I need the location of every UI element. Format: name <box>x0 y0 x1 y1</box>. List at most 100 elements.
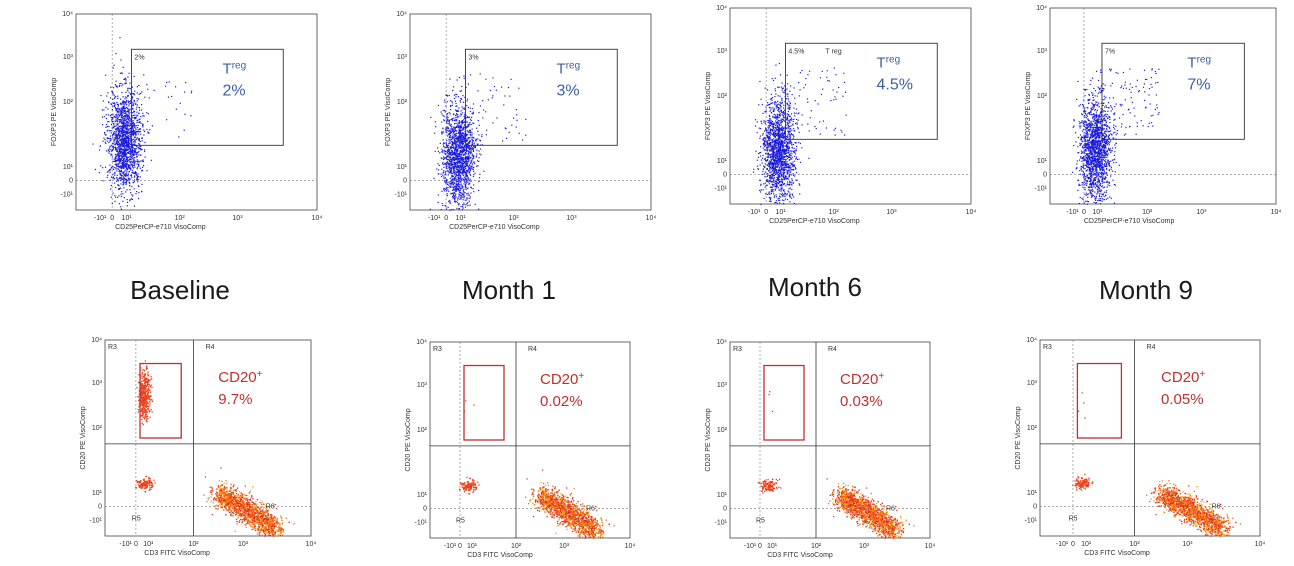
y-tick-label: 10¹ <box>397 164 408 171</box>
timepoint-label-baseline: Baseline <box>130 275 230 305</box>
y-tick-label: 10⁴ <box>416 339 427 346</box>
y-tick-label: -10¹ <box>715 519 728 526</box>
x-tick-label: 0 <box>758 543 762 550</box>
cd20-annotation-name: CD20+ <box>540 371 584 388</box>
region-label: R3 <box>433 346 442 353</box>
gate-name-label: T reg <box>825 48 841 55</box>
x-tick-label: 10¹ <box>456 215 467 222</box>
x-axis-label: CD25PerCP-e710 VisoComp <box>1084 218 1175 225</box>
gate-percent-label: 7% <box>1105 48 1115 55</box>
y-axis-label: FOXP3 PE VisoComp <box>705 72 712 140</box>
y-tick-label: 0 <box>1043 172 1047 179</box>
region-label: R3 <box>108 344 117 351</box>
x-tick-label: 10³ <box>859 543 870 550</box>
x-axis-label: CD3 FITC VisoComp <box>144 550 210 557</box>
x-tick-label: 10² <box>1142 209 1153 216</box>
y-tick-label: -10¹ <box>415 519 428 526</box>
timepoint-label-month-1: Month 1 <box>462 275 556 305</box>
y-tick-label: 10³ <box>1027 380 1038 387</box>
x-tick-label: -10¹ <box>428 215 441 222</box>
x-axis-label: CD3 FITC VisoComp <box>1084 550 1150 557</box>
plot-frame <box>1039 339 1261 537</box>
x-tick-label: 10⁴ <box>1255 541 1266 548</box>
cd20-plot-panel: -10¹ 0 10¹ 10² 10³ 10⁴ 10⁴ 10³ 10² 10¹ 0 -10¹ CD3 FI… <box>402 339 635 559</box>
region-label: R3 <box>1043 344 1052 351</box>
x-tick-label: -10¹ <box>1066 209 1079 216</box>
y-tick-label: 10³ <box>417 382 428 389</box>
y-tick-label: 10⁴ <box>716 5 727 12</box>
y-tick-label: 10² <box>1027 425 1038 432</box>
treg-events <box>1071 68 1160 205</box>
region-label: R4 <box>206 344 215 351</box>
y-tick-label: 0 <box>403 178 407 185</box>
x-tick-label: 10³ <box>238 541 249 548</box>
x-tick-label: 0 <box>444 215 448 222</box>
y-tick-label: -10¹ <box>61 191 74 198</box>
x-axis-label: CD25PerCP-e710 VisoComp <box>449 224 540 231</box>
treg-plot-panel: -10¹ 0 10¹ 10² 10³ 10⁴ 10⁴ 10³ 10² 10¹ 0 -10¹ CD25Pe… <box>1016 5 1281 225</box>
gate-percent-label: 4.5% <box>788 48 804 55</box>
x-tick-label: 10¹ <box>767 543 778 550</box>
plot-frame <box>429 341 631 539</box>
cd20-plot-panel: -10¹ 0 10¹ 10² 10³ 10⁴ 10⁴ 10³ 10² 10¹ 0 -10¹ CD3 FI… <box>700 339 935 559</box>
x-tick-label: 10¹ <box>122 215 133 222</box>
y-axis-label: FOXP3 PE VisoComp <box>1025 72 1032 140</box>
x-tick-label: 10² <box>175 215 186 222</box>
x-axis-label: CD25PerCP-e710 VisoComp <box>115 224 206 231</box>
y-tick-label: -10¹ <box>395 191 408 198</box>
treg-gate <box>130 48 284 146</box>
y-tick-label: 10³ <box>717 382 728 389</box>
x-tick-label: -10¹ <box>748 209 761 216</box>
treg-gate <box>464 48 618 146</box>
y-axis-label: CD20 PE VisoComp <box>705 408 712 471</box>
y-tick-label: 10¹ <box>1037 158 1048 165</box>
y-tick-label: 10⁴ <box>62 11 73 18</box>
region-label: R6 <box>1212 504 1221 511</box>
x-tick-label: -10¹ <box>744 543 757 550</box>
treg-annotation-name: Treg <box>557 60 581 77</box>
y-tick-label: 10⁴ <box>91 337 102 344</box>
y-tick-label: 0 <box>98 504 102 511</box>
y-tick-label: -10¹ <box>1035 185 1048 192</box>
region-label: R5 <box>756 517 765 524</box>
x-tick-label: 0 <box>1082 209 1086 216</box>
treg-events <box>429 73 527 211</box>
y-tick-label: 10⁴ <box>1036 5 1047 12</box>
x-tick-label: 10³ <box>1196 209 1207 216</box>
y-tick-label: 10² <box>717 93 728 100</box>
x-tick-label: 10² <box>509 215 520 222</box>
cd20-annotation-value: 0.02% <box>540 393 583 410</box>
y-axis-label: FOXP3 PE VisoComp <box>51 78 58 146</box>
treg-annotation-value: 7% <box>1187 76 1210 93</box>
treg-gate <box>1101 42 1245 140</box>
x-tick-label: 10² <box>811 543 822 550</box>
x-tick-label: 10⁴ <box>312 215 323 222</box>
cd20-annotation-name: CD20+ <box>1161 369 1205 386</box>
y-tick-label: 10¹ <box>92 490 103 497</box>
x-tick-label: 10¹ <box>143 541 154 548</box>
plot-frame <box>729 7 972 205</box>
cd20-annotation-value: 0.03% <box>840 393 883 410</box>
y-tick-label: 0 <box>723 506 727 513</box>
region-label: R4 <box>828 346 837 353</box>
x-tick-label: 10⁴ <box>306 541 317 548</box>
y-tick-label: -10¹ <box>1025 517 1038 524</box>
y-axis-label: CD20 PE VisoComp <box>405 408 412 471</box>
cd20-gate <box>1076 362 1123 439</box>
y-tick-label: 10¹ <box>63 164 74 171</box>
y-tick-label: 0 <box>723 172 727 179</box>
cd20-annotation-name: CD20+ <box>840 371 884 388</box>
y-tick-label: -10¹ <box>715 185 728 192</box>
region-label: R6 <box>266 504 275 511</box>
treg-events <box>92 36 193 210</box>
x-tick-label: 10³ <box>566 215 577 222</box>
y-axis-label: FOXP3 PE VisoComp <box>385 78 392 146</box>
treg-scatter-svg: -10¹ 0 10¹ 10² 10³ 10⁴10⁴10³10²10¹0-10¹CD25Pe… <box>51 11 322 231</box>
y-tick-label: 10⁴ <box>716 339 727 346</box>
x-tick-label: 10⁴ <box>925 543 936 550</box>
y-tick-label: 10¹ <box>417 492 428 499</box>
